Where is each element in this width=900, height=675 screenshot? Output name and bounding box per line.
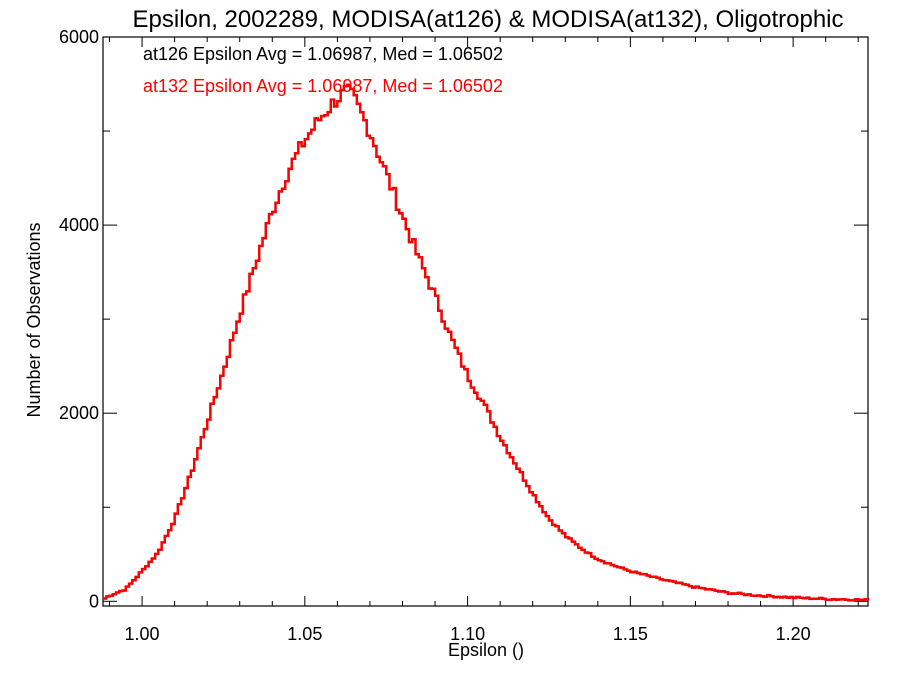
x-axis: 1.00 1.05 1.10 1.15 1.20 [109,37,859,644]
x-tick-label: 1.15 [613,624,648,644]
x-tick-label: 1.00 [125,624,160,644]
y-tick-label: 6000 [59,27,99,47]
annotation-at132: at132 Epsilon Avg = 1.06987, Med = 1.065… [143,76,503,96]
y-axis: 0 2000 4000 6000 [59,27,868,611]
series-layer [103,83,870,602]
chart-title: Epsilon, 2002289, MODISA(at126) & MODISA… [133,6,844,33]
y-tick-label: 4000 [59,215,99,235]
y-axis-label: Number of Observations [24,222,44,417]
annotation-at126: at126 Epsilon Avg = 1.06987, Med = 1.065… [143,44,503,64]
histogram-series-0 [103,83,870,602]
y-tick-label: 0 [89,591,99,611]
y-tick-label: 2000 [59,403,99,423]
x-tick-label: 1.10 [450,624,485,644]
x-tick-label: 1.20 [776,624,811,644]
x-axis-label: Epsilon () [448,640,524,660]
plot-border [102,36,869,607]
x-tick-label: 1.05 [287,624,322,644]
plot-area [102,36,869,607]
histogram-series-1 [103,83,870,602]
